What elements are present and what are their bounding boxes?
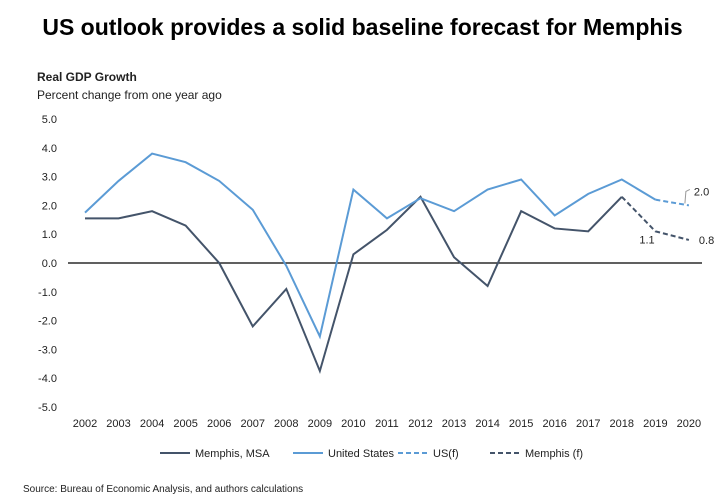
x-tick-label: 2020 [677, 418, 701, 430]
series-line-memphis-msa [85, 195, 623, 375]
y-tick-label: 2.0 [42, 200, 57, 212]
x-tick-label: 2006 [207, 418, 231, 430]
y-tick-label: 0.0 [42, 258, 57, 270]
y-tick-label: 4.0 [42, 143, 57, 155]
chart-title: US outlook provides a solid baseline for… [42, 14, 683, 40]
x-tick-label: 2015 [509, 418, 533, 430]
series-line-memphis-f- [621, 196, 690, 241]
y-tick-label: -3.0 [38, 344, 57, 356]
x-tick-label: 2003 [106, 418, 130, 430]
y-tick-label: -4.0 [38, 373, 57, 385]
x-tick-label: 2011 [375, 418, 399, 430]
y-tick-label: -5.0 [38, 402, 57, 414]
series-line-us-f- [655, 198, 690, 207]
y-tick-label: -1.0 [38, 287, 57, 299]
series-line-united-states [84, 152, 656, 340]
annotation-label: 1.1 [639, 234, 654, 246]
x-tick-label: 2019 [643, 418, 667, 430]
legend-label: Memphis, MSA [195, 448, 270, 460]
y-tick-label: -2.0 [38, 316, 57, 328]
annotation-label: 0.8 [699, 235, 714, 247]
x-tick-label: 2018 [610, 418, 634, 430]
x-tick-label: 2012 [408, 418, 432, 430]
y-axis-label: Real GDP Growth [37, 70, 137, 84]
annotation-label: 2.0 [694, 186, 709, 198]
x-tick-label: 2009 [308, 418, 332, 430]
x-tick-label: 2007 [241, 418, 265, 430]
x-tick-label: 2005 [173, 418, 197, 430]
legend-label: United States [328, 448, 395, 460]
x-tick-label: 2002 [73, 418, 97, 430]
legend-label: US(f) [433, 448, 459, 460]
x-tick-label: 2014 [475, 418, 499, 430]
legend-label: Memphis (f) [525, 448, 583, 460]
x-tick-label: 2008 [274, 418, 298, 430]
x-tick-label: 2016 [542, 418, 566, 430]
y-axis-sublabel: Percent change from one year ago [37, 88, 222, 102]
x-tick-label: 2017 [576, 418, 600, 430]
y-tick-label: 5.0 [42, 114, 57, 126]
y-tick-label: 1.0 [42, 229, 57, 241]
x-tick-label: 2013 [442, 418, 466, 430]
x-tick-label: 2010 [341, 418, 365, 430]
y-tick-label: 3.0 [42, 172, 57, 184]
annotation-leader-line [684, 188, 691, 204]
source-note: Source: Bureau of Economic Analysis, and… [23, 484, 304, 495]
x-tick-label: 2004 [140, 418, 164, 430]
